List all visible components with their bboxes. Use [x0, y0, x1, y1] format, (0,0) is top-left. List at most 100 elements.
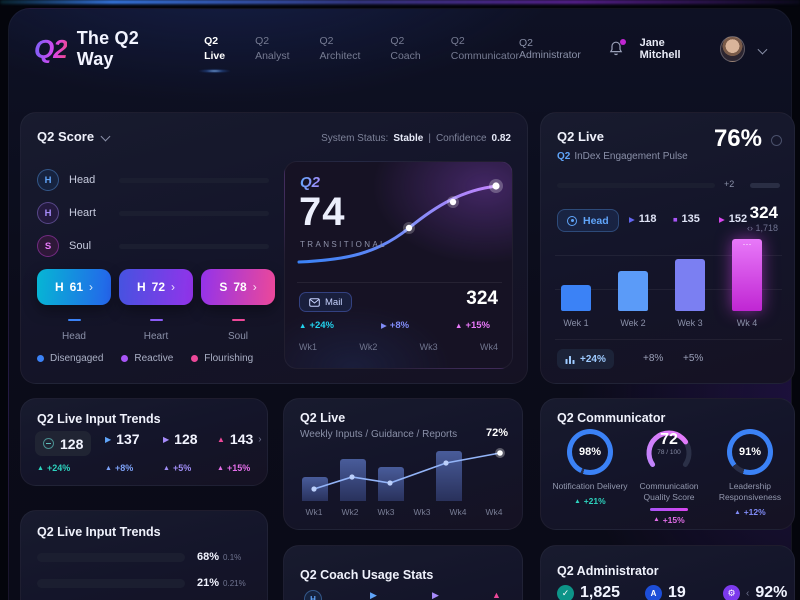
legend-reactive[interactable]: Reactive [121, 353, 173, 364]
user-name: Jane Mitchell [639, 37, 681, 61]
heart-icon: H [37, 202, 59, 224]
metric-label: Soul [69, 240, 92, 252]
bar-label: Wek 2 [620, 318, 646, 328]
slider-pill [750, 183, 780, 188]
heart-score-button[interactable]: H 72 › [119, 269, 193, 305]
week-axis: Wk1 Wk2 Wk3 Wk4 [285, 342, 512, 352]
weekly-percent: 72% [485, 427, 508, 439]
q2-logo[interactable]: Q2 [34, 33, 68, 64]
gauge-notification: 98% Notification Delivery ▲ +21% [549, 429, 631, 506]
stat-col-2: ▶ 137 [105, 431, 140, 447]
score-card-header[interactable]: Q2 Score [37, 129, 111, 144]
button-value: 78 [233, 280, 247, 294]
bar-label: Wk 4 [736, 318, 758, 328]
q2-live-card: Q2 Live 76% Q2 InDex Engagement Pulse +2 … [540, 112, 795, 384]
stat-152: ▶ 152 [719, 213, 748, 225]
communicator-card: Q2 Communicator 98% Notification Deliver… [540, 398, 795, 530]
status-value: Stable [393, 133, 424, 144]
soul-score-button[interactable]: S 78 › [201, 269, 275, 305]
stat-col-4[interactable]: ▲ 143 › [217, 431, 262, 447]
head-score-button[interactable]: H 61 › [37, 269, 111, 305]
chevron-right-icon: › [89, 280, 94, 294]
stat-col-3: ▶ 128 [163, 431, 198, 447]
metric-label: Head [69, 174, 96, 186]
tab-label-top: Q2 [255, 34, 270, 47]
axis-label-heart: Heart [119, 319, 193, 344]
legend-flourishing[interactable]: Flourishing [191, 353, 253, 364]
bar-label: Wek 3 [677, 318, 703, 328]
card-title: Q2 Coach Usage Stats [300, 568, 434, 582]
progress-track [37, 552, 185, 562]
app-title: The Q2 Way [76, 28, 139, 69]
up-icon: ▲ [574, 497, 581, 505]
tab-q2-coach[interactable]: Q2 Coach [390, 34, 420, 64]
notification-dot [619, 39, 626, 45]
progress-sub: 0.21% [223, 578, 246, 588]
gauge-sub-value: 78 / 100 [657, 449, 681, 456]
right-icon: ▶ [719, 214, 725, 224]
gridline [555, 255, 782, 256]
button-value: 72 [151, 280, 166, 294]
dots-icon: ··· [742, 239, 752, 249]
bar-week1 [561, 285, 591, 311]
legend-dot [37, 355, 44, 362]
week-label: Wk3 [413, 507, 431, 517]
delta-1: ▲ +24% [37, 463, 71, 473]
up-icon: ▲ [105, 464, 112, 472]
admin-link[interactable]: Q2 Administrator [519, 37, 581, 61]
tab-label-top: Q2 [204, 34, 219, 47]
top-edge-glow [0, 0, 800, 4]
divider: | [428, 133, 431, 144]
tab-q2-communicator[interactable]: Q2 Communicator [451, 34, 519, 64]
right-icon: ▶ [629, 214, 635, 224]
bar-label: Wek 1 [563, 318, 589, 328]
confidence-label: Confidence [435, 133, 487, 144]
card-subtitle: Weekly Inputs / Guidance / Reports [300, 429, 458, 440]
card-title: Q2 Score [37, 129, 95, 144]
tab-q2-analyst[interactable]: Q2 Analyst [255, 34, 289, 64]
legend-dot [191, 355, 199, 362]
nav-right: Q2 Administrator Jane Mitchell [519, 36, 768, 62]
gauge-label: Communication Quality Score [639, 481, 699, 503]
card-title: Q2 Live [557, 129, 604, 144]
bell-icon[interactable] [608, 39, 626, 58]
week-label: Wk2 [359, 342, 378, 352]
tab-q2-live[interactable]: Q2 Live [204, 34, 225, 64]
engagement-percent: 76% [713, 125, 762, 152]
chevron-down-icon[interactable] [757, 44, 768, 54]
legend-disengaged[interactable]: Disengaged [37, 353, 103, 364]
up-icon: ▲ [299, 321, 307, 330]
week-label: Wk4 [479, 342, 498, 352]
tab-q2-architect[interactable]: Q2 Architect [320, 34, 361, 64]
radio-circle-icon[interactable] [771, 135, 782, 146]
metric-row-soul: S Soul [37, 235, 269, 257]
stat-135: ■ 135 [673, 213, 700, 225]
weekly-trend-line [311, 448, 505, 492]
engagement-slider[interactable] [557, 183, 715, 188]
right-icon: ▶ [370, 590, 377, 600]
quality-underline [650, 508, 688, 511]
avatar[interactable] [720, 36, 746, 62]
week-label: Wk1 [299, 342, 317, 352]
card-subtitle: Q2 InDex Engagement Pulse [557, 151, 688, 162]
chevron-left-icon: ‹ [746, 587, 750, 599]
head-filter-badge[interactable]: Head [557, 209, 619, 232]
chevron-down-icon[interactable] [100, 131, 111, 142]
heart-progress-track [119, 210, 269, 216]
delta-2: ▲ +8% [105, 463, 134, 473]
chevron-right-icon: › [171, 280, 176, 294]
axis-dash [67, 319, 81, 321]
progress-percent: 21% [197, 577, 220, 589]
button-prefix: H [136, 280, 146, 294]
score-stage-label: TRANSITIONAL [300, 240, 388, 249]
up-icon: ▲ [455, 321, 463, 330]
gauge-label: Leadership Responsiveness [718, 481, 782, 503]
right-icon: ▶ [163, 434, 170, 444]
up-icon: ▲ [492, 590, 501, 600]
bar-week2 [618, 271, 648, 311]
progress-row-2: 21% 0.21% [37, 577, 246, 589]
progress-percent: 68% [197, 551, 220, 563]
metric-label: Heart [69, 207, 96, 219]
mail-badge[interactable]: Mail [299, 292, 353, 312]
input-trends-card: Q2 Live Input Trends 128 ▶ 137 ▶ 128 ▲ 143 ›… [20, 398, 268, 486]
